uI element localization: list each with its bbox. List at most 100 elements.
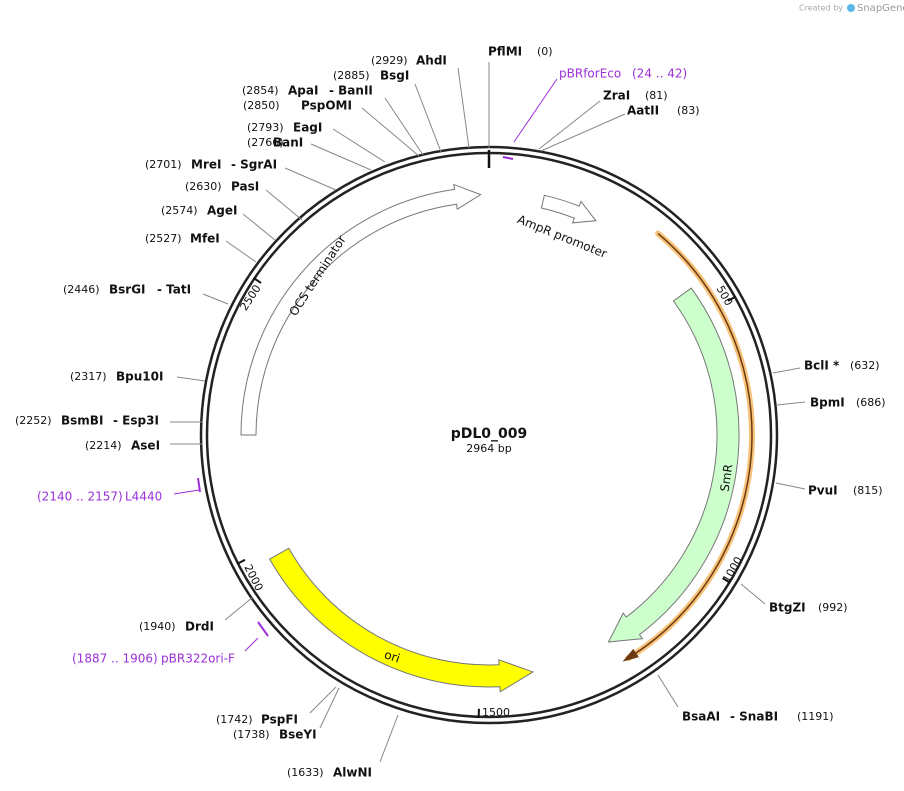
enzyme-position: (632) [850,359,880,372]
enzyme-leader [657,674,679,708]
enzyme-name: EagI [293,121,322,135]
enzyme-position: (2214) [85,439,122,452]
enzyme-name: MreI [191,158,221,172]
enzyme-name: PspOMI [301,99,352,113]
enzyme-position: (1738) [233,728,270,741]
enzyme-name: BsrGI [109,283,146,297]
primer-name: pBR322ori-F [161,652,235,666]
enzyme-name: AlwNI [333,766,372,780]
enzyme-name: BpmI [810,396,845,410]
enzyme-position: (2574) [161,204,198,217]
plasmid-name: pDL0_009 [451,426,528,442]
primer-mark [257,621,269,637]
enzyme-name: PvuI [808,484,838,498]
enzyme-position: (2701) [145,158,182,171]
selection-line [627,232,753,659]
enzyme-position: (2766) [247,136,284,149]
enzyme-position: (1633) [287,766,324,779]
enzyme-name: - SgrAI [231,158,277,172]
enzyme-leader [361,107,420,157]
enzyme-name: MfeI [190,232,220,246]
feature-label: OCS terminator [286,233,348,319]
enzyme-leader [379,714,399,763]
enzyme-name: BsmBI [61,414,103,428]
enzyme-leader [538,100,601,150]
scale-tick [727,295,737,302]
enzyme-position: (1940) [139,620,176,633]
enzyme-leader [176,376,206,382]
enzyme-position: (2527) [145,232,182,245]
enzyme-position: (1742) [216,713,253,726]
primer-mark [197,477,201,493]
enzyme-leader [309,686,337,714]
logo-icon [847,4,855,12]
primer-leader [173,489,200,495]
scale-tick [236,558,246,565]
enzyme-leader [540,113,626,152]
feature-label: ori [383,647,402,665]
enzyme-position: (2630) [185,180,222,193]
primer-range: (1887 .. 1906) [72,652,158,666]
enzyme-position: (0) [537,45,553,58]
enzyme-position: (83) [677,104,700,117]
selection-arrow [622,648,639,662]
enzyme-name: AhdI [416,54,447,68]
enzyme-name: Bpu10I [116,370,163,384]
enzyme-name: BseYI [279,728,317,742]
enzyme-leader [457,67,470,149]
enzyme-leader [202,293,229,305]
enzyme-name: BanI [273,136,303,150]
enzyme-leader [224,596,254,621]
enzyme-name: BsaAI [682,710,720,724]
enzyme-position: (2850) [243,99,280,112]
enzyme-leader [775,482,806,490]
enzyme-position: (2854) [242,84,279,97]
enzyme-leader [284,167,337,191]
enzyme-name: BsgI [380,69,409,83]
primer-name: pBRforEco [559,67,621,81]
enzyme-name: - SnaBI [730,710,778,724]
primer-name: L4440 [125,490,162,504]
enzyme-name: PasI [231,180,259,194]
enzyme-name: BtgZI [769,601,806,615]
enzyme-position: (2252) [15,414,52,427]
primer-mark [502,156,514,160]
enzyme-leader [384,97,424,156]
enzyme-position: (2793) [247,121,284,134]
enzyme-leader [265,189,303,221]
enzyme-name: - Esp3I [113,414,159,428]
feature-arrow [240,183,482,436]
enzyme-position: (81) [645,89,668,102]
primer-leader [244,637,259,652]
enzyme-name: - BanII [329,84,373,98]
enzyme-leader [740,583,766,605]
enzyme-leader [310,143,372,171]
enzyme-leader [414,83,442,153]
enzyme-leader [332,128,386,163]
primer-range: (2140 .. 2157) [37,490,123,504]
enzyme-name: AgeI [207,204,237,218]
enzyme-name: AseI [131,439,160,453]
scale-label: 1500 [482,706,510,719]
enzyme-name: - TatI [157,283,191,297]
enzyme-position: (992) [818,601,848,614]
enzyme-position: (2317) [70,370,107,383]
enzyme-position: (2929) [371,54,408,67]
feature-arrow [268,547,535,693]
feature-label: SmR [718,463,736,492]
scale-tick [253,277,262,284]
feature-arrow [540,194,597,224]
enzyme-name: AatII [627,104,659,118]
enzyme-name: PspFI [261,713,298,727]
logo-prefix: Created by [799,4,843,13]
enzyme-leader [772,367,801,374]
enzyme-leader [242,213,276,241]
enzyme-position: (815) [853,484,883,497]
feature-arrow [607,287,740,643]
enzyme-name: DrdI [185,620,214,634]
enzyme-leader [319,687,340,729]
primer-range: (24 .. 42) [632,67,687,81]
enzyme-name: BclI * [804,359,840,373]
enzyme-leader [776,401,806,406]
